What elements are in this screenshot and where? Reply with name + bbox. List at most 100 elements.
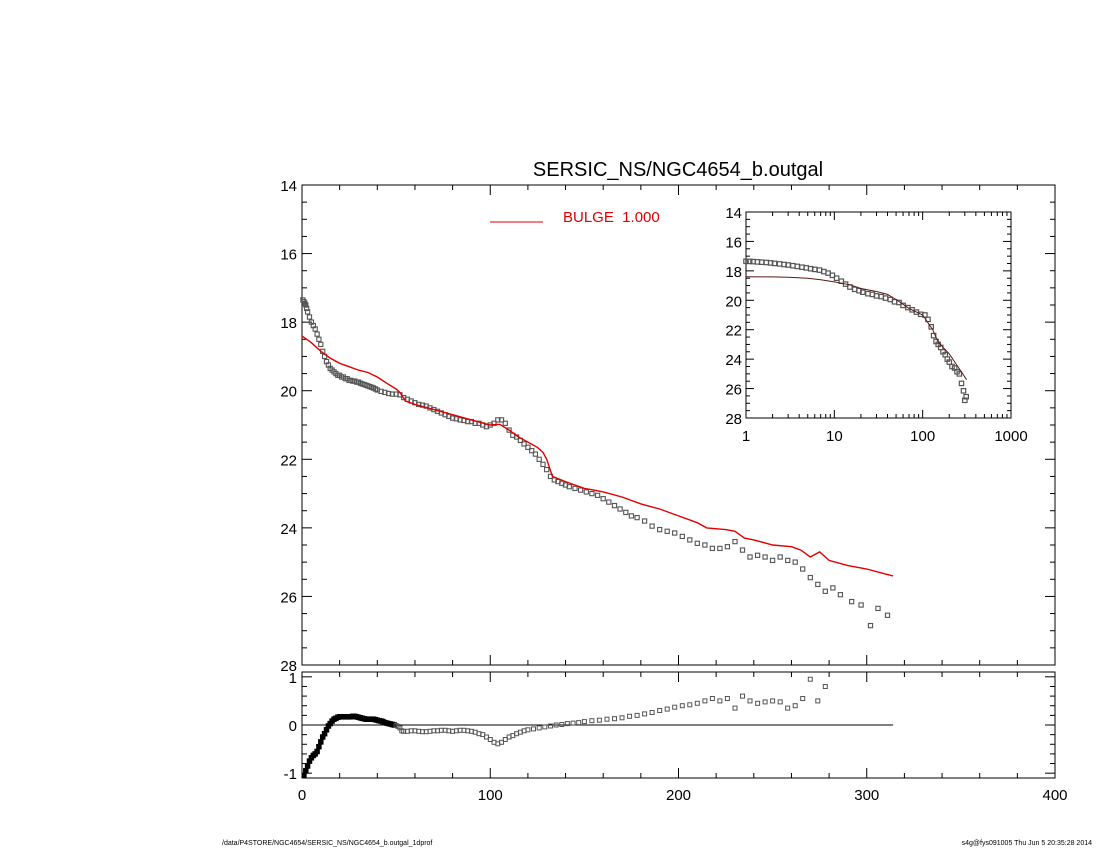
main-data-point [600,496,606,502]
residual-data-point [709,696,715,701]
main-data-point [769,557,776,564]
main-data-point [544,466,550,473]
main-model-line [301,335,894,577]
residual-data-point [559,722,565,727]
residual-x-tick-label: 400 [1042,787,1067,804]
residual-data-point [531,726,536,732]
main-data-point [303,302,309,308]
footer-file-path: /data/P4STORE/NGC4654/SERSIC_NS/NGC4654_… [222,840,433,847]
main-data-point [858,602,864,608]
residual-data-point [717,698,723,704]
inset-y-tick-label: 26 [725,382,742,399]
residual-data-point [642,711,648,717]
legend: BULGE 1.000 [490,209,660,226]
main-data-point [807,574,813,581]
residual-x-tick-label: 200 [666,787,691,804]
main-data-point [611,502,618,509]
residual-data-point [800,696,806,701]
residual-data-point [755,700,761,706]
inset-x-tick-label: 100 [910,428,935,445]
residual-data-point [770,698,776,704]
main-data-point [679,533,685,540]
inset-data-point [856,287,862,294]
residual-data-point [318,739,324,745]
residual-data-point [525,727,531,733]
main-data-point [709,545,716,552]
residual-data-point [777,699,783,705]
main-data-point [318,341,324,348]
residual-data-point [627,713,633,719]
main-data-point [304,305,310,312]
main-data-point [304,309,311,315]
residual-data-point [679,703,685,709]
main-data-point [739,547,746,553]
main-data-point [875,605,881,612]
residual-data-point [604,716,610,722]
main-data-point [702,542,708,548]
residual-data [302,676,828,778]
main-data-point [777,554,783,560]
main-y-tick-label: 14 [280,178,297,195]
residual-x-tick-label: 100 [478,787,503,804]
inset-y-tick-label: 24 [725,352,742,369]
main-data-point [617,506,623,512]
residual-data-point [596,717,602,723]
residual-data-point [807,676,813,682]
main-data-point [525,444,531,450]
inset-y-tick-label: 28 [725,411,742,428]
residual-data-point [724,696,730,701]
main-y-tick-label: 22 [280,452,297,469]
inset-y-tick-label: 18 [725,264,742,281]
main-data-point [717,545,723,552]
residual-data-point [316,743,322,750]
inset-data-point [771,260,778,267]
main-data-point [566,484,572,490]
residual-data-point [649,710,655,715]
inset-data-point [961,397,968,404]
residual-data-point [302,772,307,778]
main-plot-panel: 14 16 18 20 22 24 26 28 [280,178,1056,675]
footer-timestamp: s4g@fys091005 Thu Jun 5 20:35:28 2014 [961,840,1092,847]
main-data-point [583,489,589,495]
main-data-point [747,554,753,560]
residual-data-point [785,705,791,711]
residual-data-point [570,720,576,726]
main-data-point [634,514,640,521]
residual-data-point [619,715,625,721]
main-data-point [837,592,844,598]
inset-model-line [745,276,968,380]
residual-data-point [664,706,670,712]
main-data-point [540,461,546,468]
inset-data-point [746,258,753,265]
main-data-point [594,492,601,498]
main-y-tick-label: 20 [280,384,297,401]
main-data-point [498,417,505,423]
main-data-point [641,518,648,524]
inset-data-point [829,272,836,279]
residual-data-point [589,718,595,724]
main-data-point [649,523,655,529]
main-y-tick-label: 16 [280,247,297,264]
main-data-point [830,585,836,591]
main-data-point [884,612,891,618]
residual-data-point [792,703,798,709]
residual-x-tick-label: 0 [298,787,306,804]
residual-data-point [672,704,678,710]
inset-data-point [928,324,935,330]
residual-data-point [657,708,663,713]
residual-x-tick-label: 300 [854,787,879,804]
residual-data-point [702,698,708,704]
residual-data-point [815,698,821,704]
inset-x-tick-label: 1000 [994,428,1027,445]
main-data-point [800,566,806,572]
inset-data-point [833,275,840,282]
chart-title: SERSIC_NS/NGC4654_b.outgal [533,159,823,181]
main-data-point [529,448,535,454]
inset-y-tick-label: 20 [725,293,742,310]
main-data-point [762,554,768,560]
residual-data-point [487,737,493,742]
main-data-point [628,513,635,519]
main-data-point [822,588,828,594]
residual-data-point [314,748,320,755]
inset-data-point [859,289,866,296]
